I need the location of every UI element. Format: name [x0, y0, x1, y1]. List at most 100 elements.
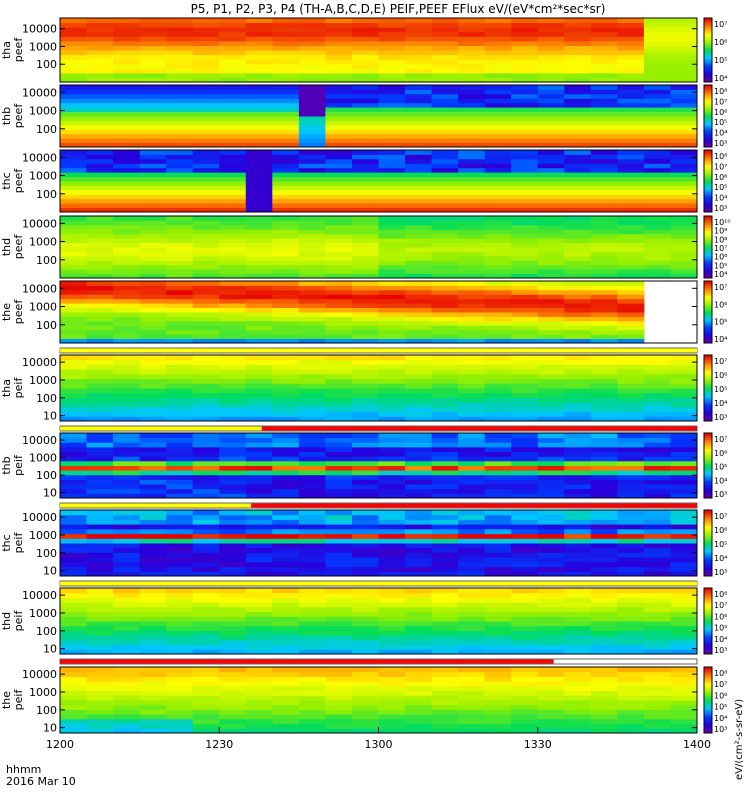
- spectrogram-cell: [272, 338, 300, 344]
- spectrogram-cell: [60, 307, 87, 313]
- spectrogram-cell: [617, 667, 645, 673]
- spectrogram-cell: [458, 45, 486, 51]
- spectrogram-cell: [458, 63, 486, 69]
- spectrogram-cell: [166, 690, 194, 696]
- spectrogram-cell: [139, 312, 167, 317]
- spectrogram-cell: [352, 644, 379, 650]
- spectrogram-cell: [405, 18, 432, 24]
- spectrogram-cell: [245, 325, 273, 331]
- spectrogram-cell: [245, 630, 273, 636]
- spectrogram-cell: [192, 493, 220, 499]
- spectrogram-cell: [245, 484, 273, 490]
- y-tick-label: 1000: [29, 301, 57, 314]
- spectrogram-cell: [617, 606, 645, 613]
- spectrogram-cell: [166, 129, 194, 135]
- spectrogram-cell: [617, 571, 645, 577]
- spectrogram-cell: [484, 411, 512, 417]
- spectrogram-cell: [643, 514, 671, 520]
- spectrogram-cell: [86, 269, 114, 274]
- spectrogram-cell: [139, 538, 167, 544]
- spectrogram-cell: [272, 465, 300, 471]
- spectrogram-cell: [405, 465, 432, 471]
- spectrogram-cell: [325, 220, 353, 226]
- spectrogram-cell: [484, 493, 512, 499]
- spectrogram-cell: [219, 681, 247, 687]
- spectrogram-cell: [405, 514, 432, 520]
- spectrogram-cell: [484, 667, 512, 673]
- colorbar-swatch: [704, 30, 712, 34]
- spectrogram-cell: [458, 451, 486, 457]
- spectrogram-cell: [431, 552, 459, 558]
- spectrogram-cell: [139, 416, 167, 422]
- spectrogram-cell: [60, 451, 87, 457]
- spectrogram-cell: [564, 714, 592, 720]
- spectrogram-cell: [86, 18, 114, 24]
- spectrogram-cell: [431, 273, 459, 279]
- time-axis-label-date: 2016 Mar 10: [6, 775, 76, 788]
- spectrogram-cell: [272, 216, 300, 221]
- spectrogram-cell: [245, 129, 273, 135]
- spectrogram-cell: [352, 320, 379, 326]
- spectrogram-cell: [378, 334, 406, 339]
- spectrogram-cell: [113, 616, 141, 622]
- spectrogram-cell: [60, 298, 87, 304]
- spectrogram-cell: [166, 685, 194, 692]
- spectrogram-cell: [564, 40, 592, 46]
- spectrogram-cell: [617, 220, 645, 226]
- spectrogram-cell: [431, 571, 459, 577]
- colorbar-swatch: [704, 545, 712, 548]
- spectrogram-cell: [511, 107, 539, 112]
- spectrogram-cell: [352, 728, 379, 734]
- spectrogram-cell: [484, 416, 512, 422]
- spectrogram-cell: [564, 72, 592, 78]
- spectrogram-cell: [511, 571, 539, 577]
- spectrogram-cell: [219, 207, 247, 213]
- spectrogram-cell: [670, 129, 698, 135]
- spectrogram-cell: [537, 446, 565, 452]
- spectrogram-cell: [298, 31, 326, 37]
- spectrogram-cell: [245, 329, 273, 335]
- spectrogram-cell: [298, 207, 326, 213]
- spectrogram-cell: [60, 102, 87, 108]
- spectrogram-cell: [352, 411, 379, 417]
- spectrogram-cell: [670, 709, 698, 715]
- spectrogram-cell: [617, 359, 645, 365]
- colorbar-tick-label: 10⁵: [714, 703, 727, 712]
- spectrogram-cell: [511, 543, 539, 549]
- spectrogram-cell: [60, 229, 87, 235]
- spectrogram-cell: [458, 723, 486, 729]
- spectrogram-cell: [458, 355, 486, 361]
- spectrogram-cell: [325, 397, 353, 403]
- spectrogram-cell: [643, 465, 671, 471]
- spectrogram-cell: [245, 488, 273, 494]
- spectrogram-cell: [60, 334, 87, 339]
- colorbar-swatch: [704, 316, 712, 319]
- spectrogram-cell: [139, 685, 167, 692]
- spectrogram-cell: [113, 402, 141, 408]
- colorbar-swatch: [704, 193, 712, 196]
- spectrogram-cell: [564, 470, 592, 476]
- spectrogram-cell: [192, 238, 220, 243]
- spectrogram-cell: [113, 59, 141, 65]
- spectrogram-cell: [219, 411, 247, 417]
- spectrogram-cell: [113, 406, 141, 413]
- spectrogram-cell: [272, 479, 300, 485]
- spectrogram-cell: [245, 671, 273, 677]
- spectrogram-cell: [219, 625, 247, 631]
- spectrogram-cell: [378, 54, 406, 60]
- status-bar-segment: [60, 348, 697, 353]
- colorbar-swatch: [704, 318, 712, 321]
- spectrogram-cell: [431, 519, 459, 525]
- spectrogram-cell: [60, 198, 87, 204]
- spectrogram-cell: [60, 45, 87, 51]
- spectrogram-cell: [590, 649, 618, 655]
- spectrogram-cell: [564, 547, 592, 553]
- spectrogram-cell: [86, 369, 114, 375]
- spectrogram-cell: [60, 465, 87, 471]
- spectrogram-cell: [405, 479, 432, 485]
- spectrogram-cell: [590, 334, 618, 339]
- colorbar-swatch: [704, 301, 712, 305]
- spectrogram-cell: [325, 207, 353, 213]
- spectrogram-cell: [511, 40, 539, 46]
- spectrogram-cell: [484, 616, 512, 622]
